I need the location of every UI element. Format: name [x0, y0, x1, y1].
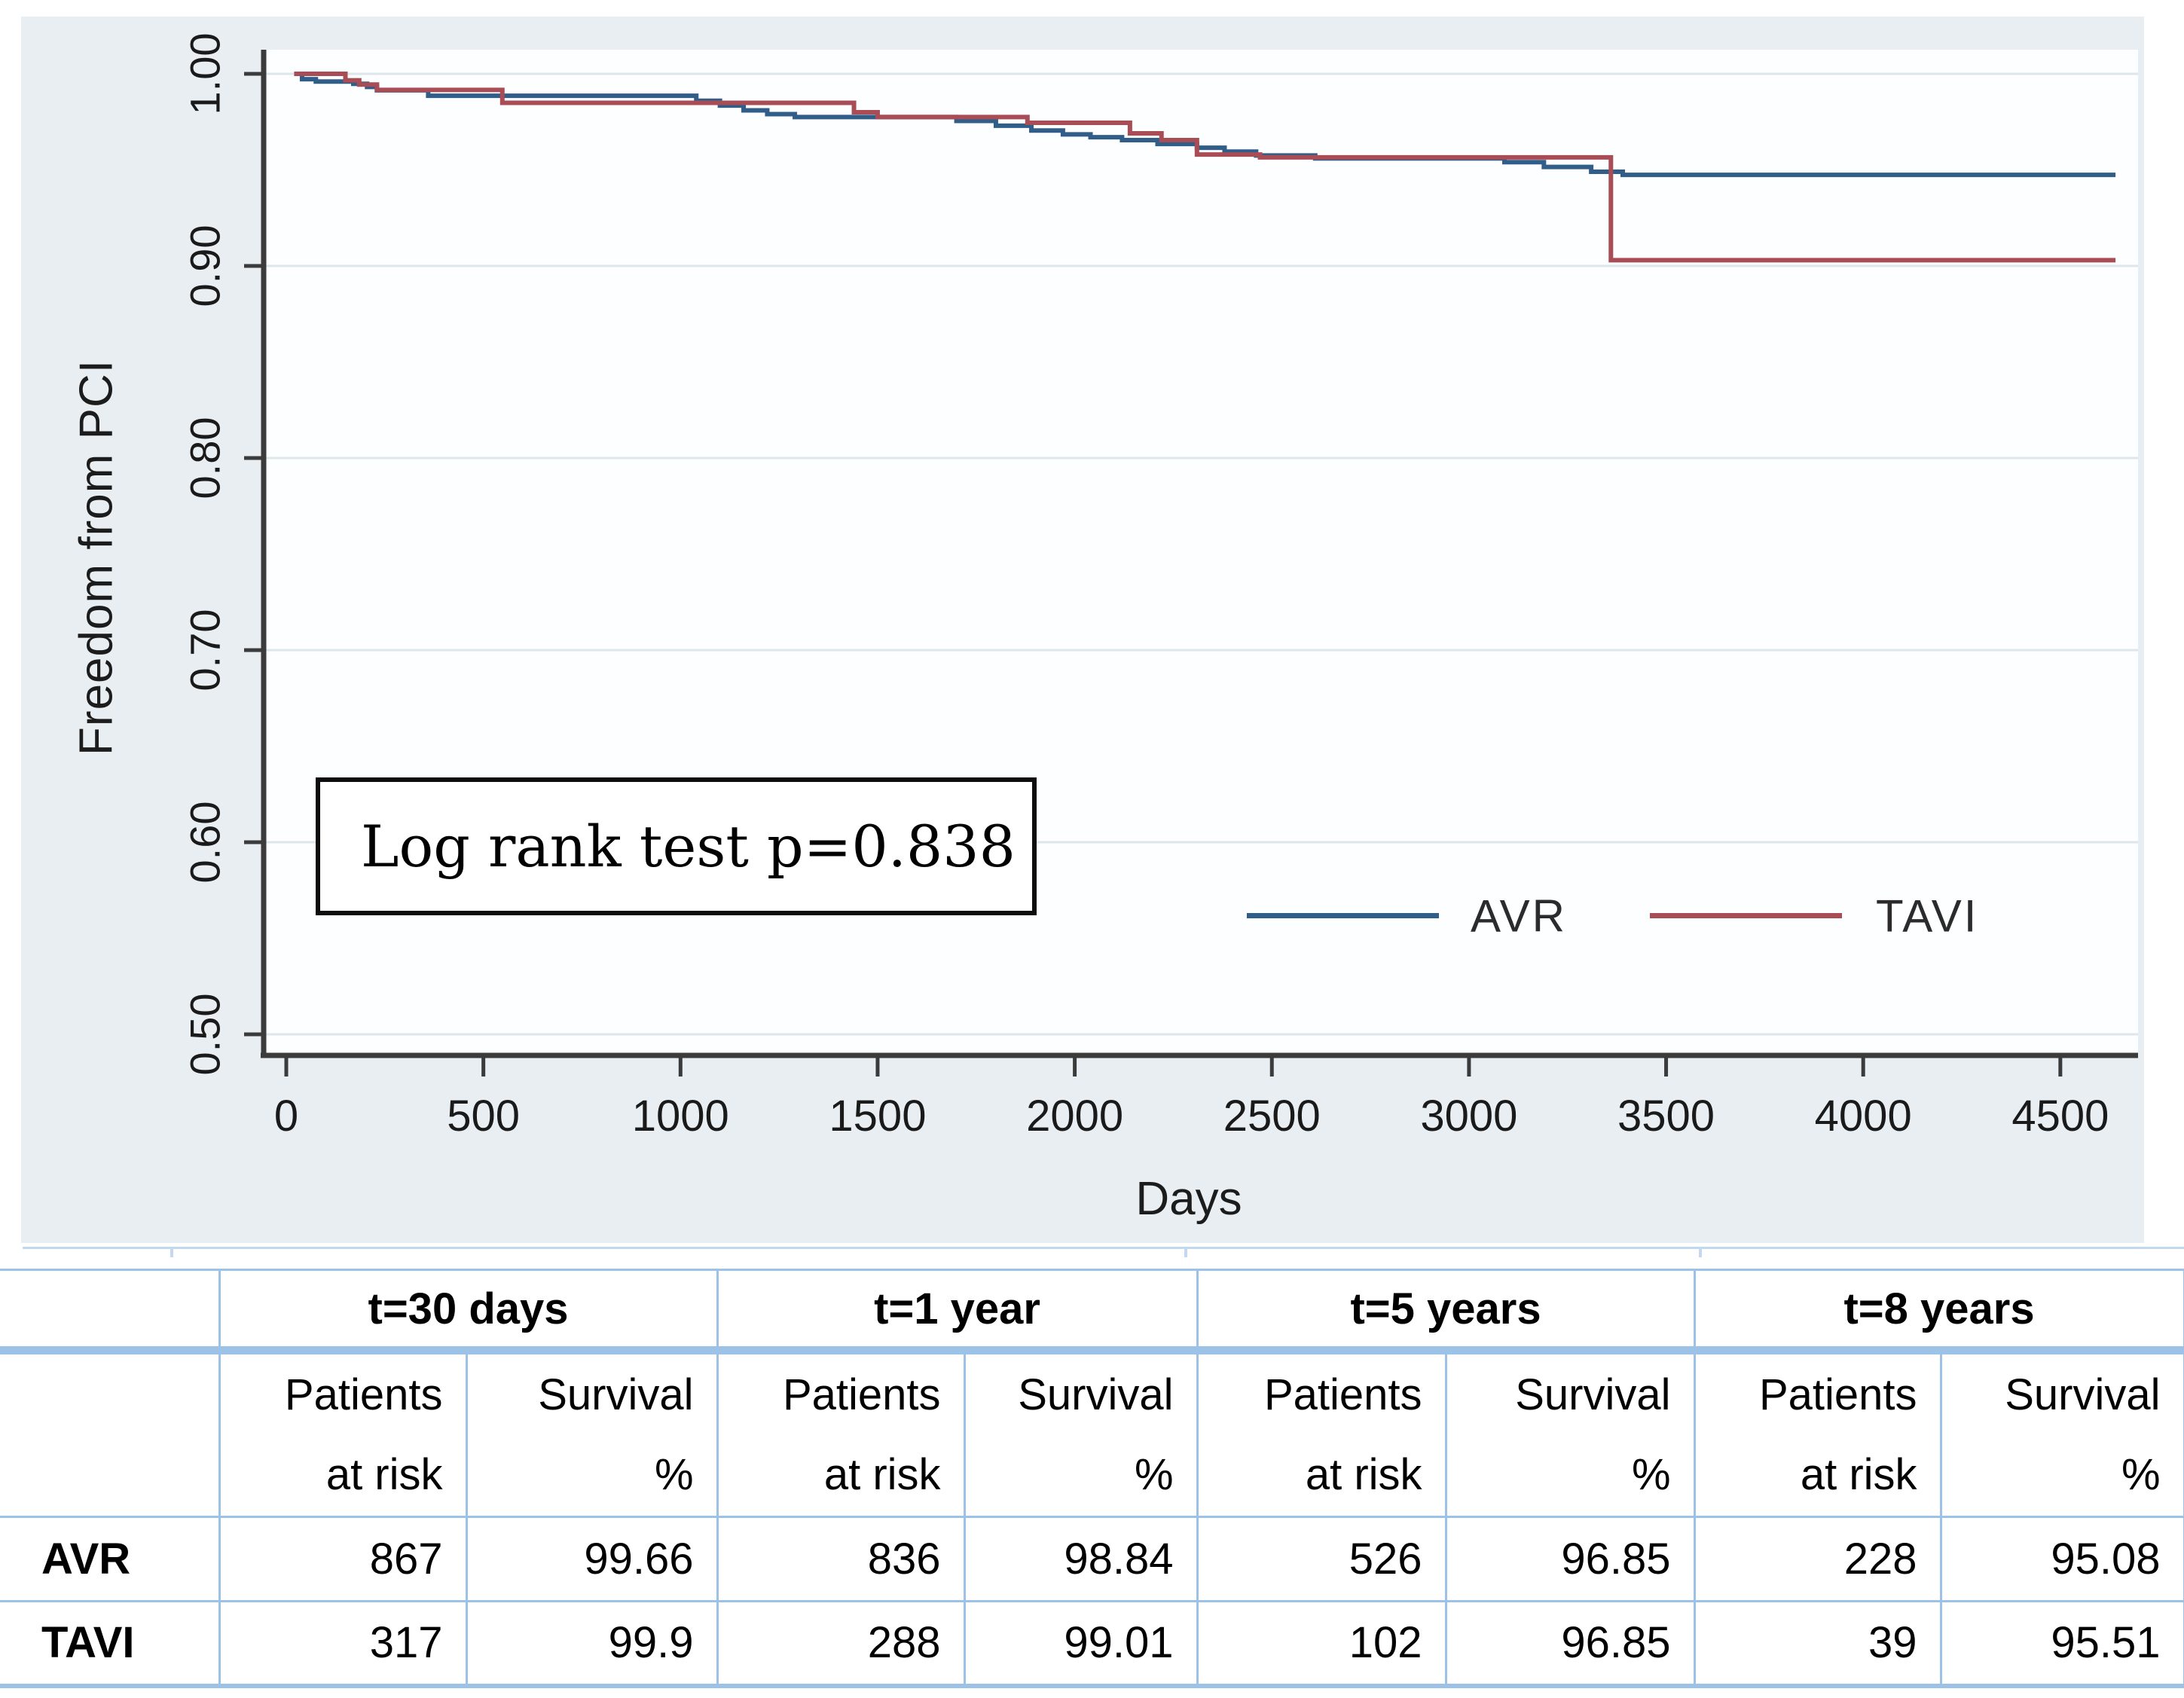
group-header-t8years: t=8 years	[1693, 1269, 2184, 1354]
x-tick-label: 3500	[1617, 1092, 1715, 1141]
plot-svg: 1.00 0.90 0.80 0.70 0.60 0.50 0 500 1000 1500 2000…	[182, 33, 2138, 1141]
y-tick-label: 0.70	[182, 609, 229, 692]
col-header-patients-at-risk: Patients at risk	[716, 1349, 966, 1518]
group-header-t5years: t=5 years	[1196, 1269, 1696, 1354]
residual-grid-line	[23, 1247, 2184, 1249]
col-header-patients-at-risk: Patients at risk	[1693, 1349, 1942, 1518]
y-tick-label: 0.50	[182, 994, 229, 1076]
col-header-patients-at-risk: Patients at risk	[1196, 1349, 1447, 1518]
value-cell: 99.66	[465, 1516, 719, 1602]
risk-table-group-header-row: t=30 days t=1 year t=5 years t=8 years	[0, 1269, 2184, 1354]
col-header-survival-pct: Survival %	[1939, 1349, 2184, 1518]
survival-chart: 1.00 0.90 0.80 0.70 0.60 0.50 0 500 1000 1500 2000…	[21, 17, 2144, 1243]
risk-table-empty-cell	[0, 1349, 221, 1518]
y-tick-label: 0.90	[182, 225, 229, 307]
value-cell: 95.51	[1939, 1600, 2184, 1688]
value-cell: 96.85	[1444, 1516, 1696, 1602]
x-tick-label: 500	[447, 1092, 520, 1141]
col-header-patients-at-risk: Patients at risk	[218, 1349, 468, 1518]
risk-table-row-tavi: TAVI 317 99.9 288 99.01 102 96.85 39 95.…	[0, 1600, 2184, 1688]
col-header-survival-pct: Survival %	[465, 1349, 719, 1518]
row-label-avr: AVR	[0, 1516, 221, 1602]
x-tick-label: 2000	[1026, 1092, 1123, 1141]
value-cell: 836	[716, 1516, 966, 1602]
log-rank-text: Log rank test p=0.838	[361, 813, 1016, 880]
value-cell: 95.08	[1939, 1516, 2184, 1602]
value-cell: 228	[1693, 1516, 1942, 1602]
group-header-t1year: t=1 year	[716, 1269, 1199, 1354]
y-tick-label: 0.80	[182, 417, 229, 499]
value-cell: 102	[1196, 1600, 1447, 1688]
x-tick-label: 4000	[1815, 1092, 1912, 1141]
value-cell: 96.85	[1444, 1600, 1696, 1688]
x-tick-label: 1500	[829, 1092, 926, 1141]
y-tick-label: 0.60	[182, 802, 229, 884]
residual-grid-nub	[1699, 1247, 1702, 1257]
km-curve-tavi	[294, 72, 2116, 263]
value-cell: 288	[716, 1600, 966, 1688]
row-label-tavi: TAVI	[0, 1600, 221, 1688]
group-header-t30days: t=30 days	[218, 1269, 719, 1354]
legend-line-avr	[1247, 913, 1439, 918]
value-cell: 99.01	[963, 1600, 1199, 1688]
x-tick-label: 3000	[1420, 1092, 1517, 1141]
value-cell: 317	[218, 1600, 468, 1688]
risk-table: t=30 days t=1 year t=5 years t=8 years P…	[0, 1269, 2184, 1688]
value-cell: 99.9	[465, 1600, 719, 1688]
risk-table-corner-cell	[0, 1269, 221, 1354]
x-tick-label: 2500	[1223, 1092, 1321, 1141]
log-rank-annotation: Log rank test p=0.838	[316, 777, 1037, 915]
legend-label-avr: AVR	[1471, 890, 1567, 942]
col-header-survival-pct: Survival %	[1444, 1349, 1696, 1518]
col-header-survival-pct: Survival %	[963, 1349, 1199, 1518]
risk-table-row-avr: AVR 867 99.66 836 98.84 526 96.85 228 95…	[0, 1516, 2184, 1602]
x-tick-label: 0	[274, 1092, 298, 1141]
x-tick-label: 4500	[2011, 1092, 2109, 1141]
value-cell: 867	[218, 1516, 468, 1602]
legend-label-tavi: TAVI	[1876, 890, 1979, 942]
value-cell: 39	[1693, 1600, 1942, 1688]
residual-grid-nub	[170, 1247, 173, 1257]
x-tick-label: 1000	[632, 1092, 729, 1141]
x-axis-title: Days	[1135, 1173, 1242, 1225]
residual-grid-nub	[1184, 1247, 1187, 1257]
y-tick-label: 1.00	[182, 33, 229, 115]
value-cell: 98.84	[963, 1516, 1199, 1602]
y-axis-title: Freedom from PCI	[70, 359, 123, 756]
value-cell: 526	[1196, 1516, 1447, 1602]
legend-line-tavi	[1650, 913, 1842, 918]
risk-table-subheader-row: Patients at risk Survival % Patients at …	[0, 1349, 2184, 1518]
